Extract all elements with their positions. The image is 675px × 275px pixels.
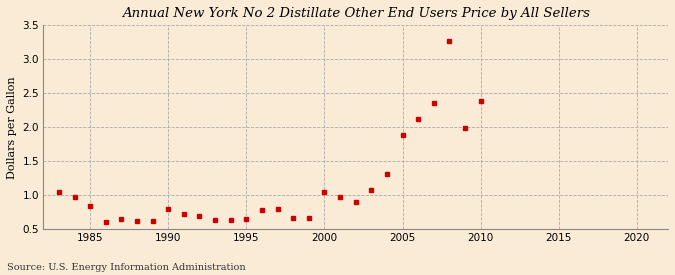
Y-axis label: Dollars per Gallon: Dollars per Gallon [7, 76, 17, 178]
Text: Source: U.S. Energy Information Administration: Source: U.S. Energy Information Administ… [7, 263, 246, 272]
Title: Annual New York No 2 Distillate Other End Users Price by All Sellers: Annual New York No 2 Distillate Other En… [122, 7, 589, 20]
